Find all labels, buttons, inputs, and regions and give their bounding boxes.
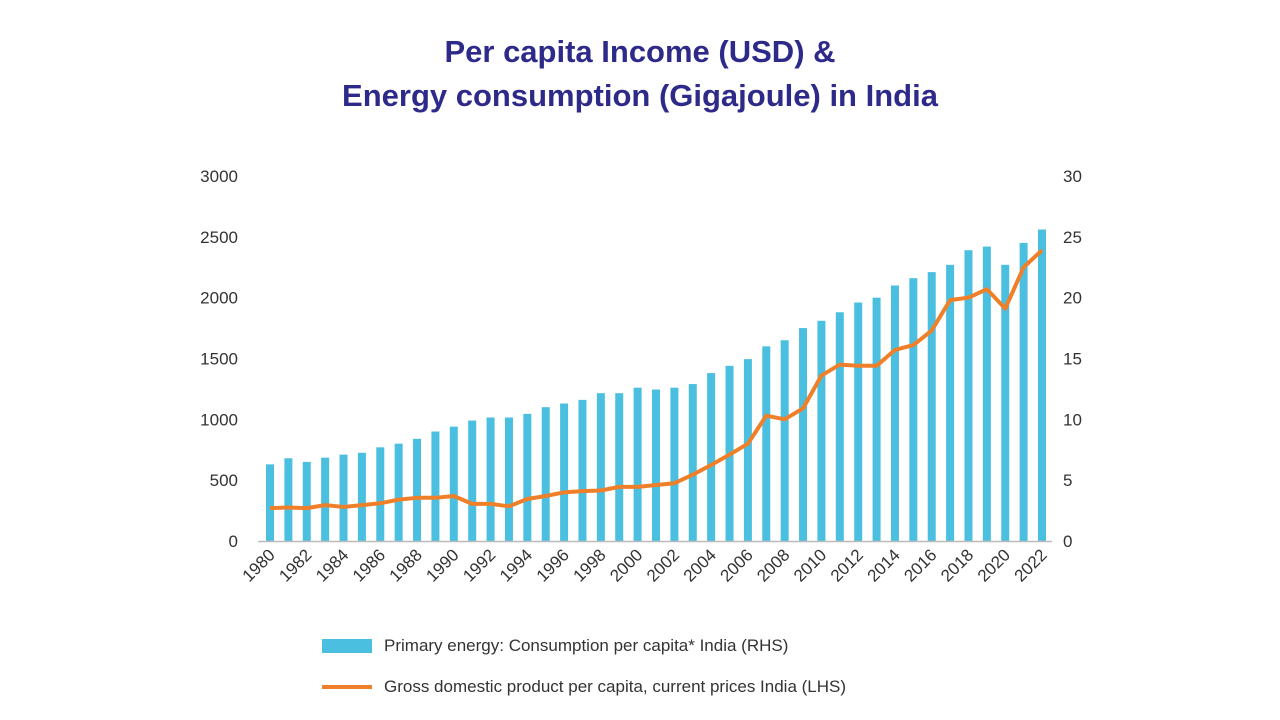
bar-2007: [762, 346, 771, 541]
left-tick-label: 1500: [200, 350, 238, 369]
legend-swatch-line: [322, 685, 372, 689]
bar-2020: [1001, 264, 1010, 541]
x-tick-label: 2018: [937, 545, 977, 585]
left-tick-label: 3000: [200, 167, 238, 186]
left-tick-label: 0: [229, 532, 238, 551]
bar-2013: [872, 297, 881, 541]
x-tick-label: 2020: [974, 545, 1014, 585]
bar-2011: [835, 312, 844, 541]
bar-1992: [486, 417, 495, 541]
right-tick-label: 25: [1063, 228, 1082, 247]
chart-title-line2: Energy consumption (Gigajoule) in India: [342, 78, 938, 113]
bar-2014: [890, 285, 899, 541]
right-tick-label: 0: [1063, 532, 1072, 551]
bar-1990: [449, 426, 458, 541]
right-tick-label: 5: [1063, 471, 1072, 490]
x-tick-label: 1990: [422, 545, 462, 585]
x-tick-label: 2012: [827, 545, 867, 585]
bar-2001: [652, 389, 660, 541]
bar-1989: [431, 431, 440, 541]
x-tick-label: 1986: [349, 545, 389, 585]
x-tick-label: 1998: [570, 545, 610, 585]
left-tick-label: 2500: [200, 228, 238, 247]
legend-swatch-bar: [322, 639, 372, 653]
bar-2000: [633, 387, 642, 541]
bar-1991: [468, 420, 477, 541]
x-tick-label: 2000: [606, 545, 646, 585]
x-tick-label: 2002: [643, 545, 683, 585]
bar-1983: [321, 457, 330, 541]
left-tick-label: 2000: [200, 289, 238, 308]
x-tick-label: 2004: [680, 545, 720, 585]
right-tick-label: 15: [1063, 350, 1082, 369]
chart-title-line1: Per capita Income (USD) &: [444, 34, 836, 69]
legend-item-gdp: Gross domestic product per capita, curre…: [322, 677, 846, 697]
bar-2022: [1038, 229, 1046, 542]
bar-1984: [339, 454, 348, 541]
right-tick-label: 30: [1063, 167, 1082, 186]
bar-2004: [707, 373, 716, 541]
x-tick-label: 1982: [275, 545, 315, 585]
bar-2012: [854, 302, 863, 541]
bar-1993: [504, 417, 513, 541]
gdp-line: [269, 248, 1044, 511]
left-tick-label: 1000: [200, 410, 238, 429]
bar-2016: [927, 272, 936, 541]
x-tick-label: 1980: [239, 545, 279, 585]
bar-1997: [578, 399, 587, 541]
bar-2010: [817, 320, 826, 541]
x-tick-label: 1988: [386, 545, 426, 585]
legend-item-energy: Primary energy: Consumption per capita* …: [322, 636, 788, 656]
x-tick-label: 1992: [459, 545, 499, 585]
x-tick-label: 1994: [496, 545, 536, 585]
bar-2008: [780, 340, 789, 541]
bar-1999: [615, 393, 624, 541]
legend-label-energy: Primary energy: Consumption per capita* …: [384, 636, 789, 655]
x-tick-label: 2006: [717, 545, 757, 585]
x-tick-label: 2022: [1011, 545, 1051, 585]
bar-1998: [596, 393, 605, 541]
x-tick-label: 1984: [312, 545, 352, 585]
bar-1986: [376, 447, 385, 541]
bar-1988: [413, 438, 422, 541]
x-tick-label: 2008: [753, 545, 793, 585]
bar-2017: [946, 264, 955, 541]
x-tick-label: 2016: [900, 545, 940, 585]
right-tick-label: 10: [1063, 410, 1082, 429]
bar-1985: [357, 452, 366, 541]
bar-1982: [302, 461, 311, 541]
bar-2015: [909, 278, 918, 541]
bar-1987: [394, 443, 403, 541]
bar-1995: [541, 407, 550, 541]
bar-1980: [266, 464, 274, 541]
bar-2006: [743, 359, 752, 541]
x-tick-label: 2010: [790, 545, 830, 585]
bar-2009: [799, 328, 808, 541]
bar-1981: [284, 458, 293, 541]
bar-2019: [982, 246, 991, 542]
bar-2002: [670, 387, 679, 541]
bar-1996: [560, 403, 569, 541]
bar-2021: [1019, 242, 1028, 541]
bar-1994: [523, 413, 532, 541]
left-tick-label: 500: [210, 471, 238, 490]
x-tick-label: 1996: [533, 545, 573, 585]
bar-2003: [688, 384, 697, 541]
right-tick-label: 20: [1063, 289, 1082, 308]
x-tick-label: 2014: [864, 545, 904, 585]
legend-label-gdp: Gross domestic product per capita, curre…: [384, 677, 847, 696]
bar-2018: [964, 250, 973, 541]
